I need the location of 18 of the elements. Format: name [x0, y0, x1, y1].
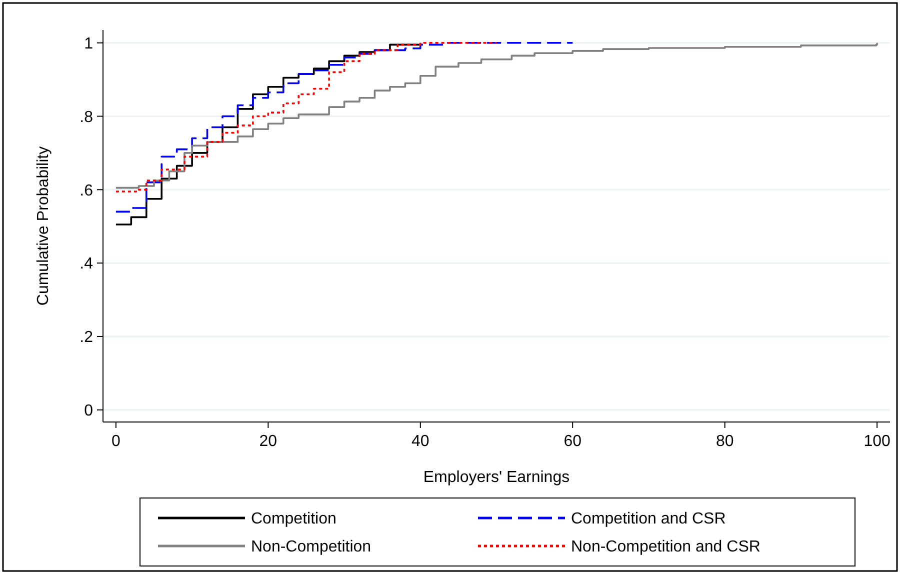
legend-label: Competition and CSR	[571, 510, 726, 528]
x-tick-label: 20	[259, 433, 278, 450]
y-tick-label: .8	[80, 108, 94, 126]
x-tick-label: 0	[111, 433, 120, 450]
legend-label: Competition	[251, 510, 336, 528]
x-tick-label: 60	[564, 433, 582, 450]
legend-label: Non-Competition	[251, 538, 372, 556]
y-tick-label: .6	[80, 182, 94, 200]
y-tick-label: 1	[84, 35, 94, 52]
y-tick-label: 0	[84, 402, 94, 420]
x-axis-title: Employers' Earnings	[423, 469, 570, 486]
x-tick-label: 80	[716, 433, 734, 450]
legend-label: Non-Competition and CSR	[571, 538, 760, 556]
y-axis-title: Cumulative Probability	[35, 146, 52, 306]
y-tick-label: .4	[80, 256, 94, 273]
x-tick-label: 40	[411, 433, 430, 450]
y-tick-label: .2	[80, 329, 94, 346]
x-tick-label: 100	[864, 433, 891, 450]
